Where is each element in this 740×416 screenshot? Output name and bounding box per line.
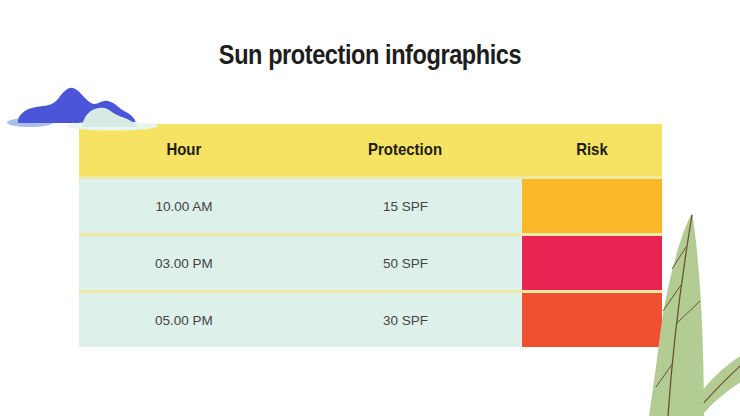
table-row: 03.00 PM 50 SPF [79, 236, 662, 290]
cell-hour: 05.00 PM [79, 293, 289, 347]
column-header-risk-label: Risk [576, 140, 608, 160]
page-title: Sun protection infographics [59, 38, 681, 72]
table-row: 05.00 PM 30 SPF [79, 293, 662, 347]
cell-protection: 15 SPF [289, 179, 522, 233]
column-header-risk: Risk [522, 124, 662, 176]
column-header-protection: Protection [289, 124, 522, 176]
cloud-illustration-icon [0, 75, 170, 135]
leaf-illustration-icon [630, 205, 740, 416]
slide: Sun protection infographics Hour Protect… [0, 0, 740, 416]
cell-protection: 50 SPF [289, 236, 522, 290]
column-header-protection-label: Protection [368, 140, 442, 160]
cell-hour: 10.00 AM [79, 179, 289, 233]
cell-hour: 03.00 PM [79, 236, 289, 290]
table-row: 10.00 AM 15 SPF [79, 179, 662, 233]
sun-protection-table: Hour Protection Risk 10.00 AM 15 SPF 03.… [79, 124, 662, 344]
column-header-hour-label: Hour [166, 140, 201, 160]
cell-protection: 30 SPF [289, 293, 522, 347]
